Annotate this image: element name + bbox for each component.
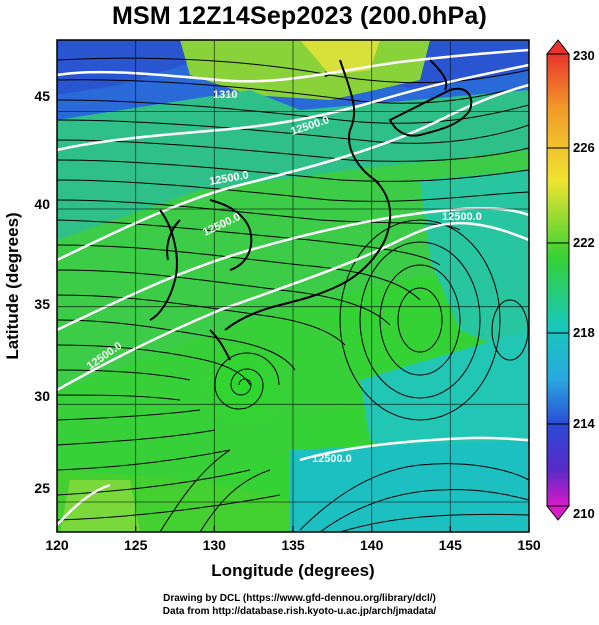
colorbar	[545, 39, 571, 521]
y-tick-label: 35	[34, 296, 50, 312]
chart-title: MSM 12Z14Sep2023 (200.0hPa)	[111, 2, 488, 30]
y-tick-label: 40	[34, 196, 50, 212]
x-tick-label: 130	[203, 537, 227, 553]
colorbar-tick-label: 222	[573, 235, 595, 250]
credits: Drawing by DCL (https://www.gfd-dennou.o…	[0, 592, 599, 618]
x-tick-label: 150	[517, 537, 541, 553]
x-axis-title: Longitude (degrees)	[211, 561, 374, 580]
credits-line-1: Drawing by DCL (https://www.gfd-dennou.o…	[163, 593, 436, 604]
x-tick-label: 135	[281, 537, 305, 553]
y-tick-label: 30	[34, 388, 50, 404]
x-tick-label: 140	[360, 537, 384, 553]
colorbar-tick-label: 230	[573, 48, 595, 63]
contour-lines	[57, 48, 529, 526]
colorbar-tick-label: 226	[573, 140, 595, 155]
contour-label-f: 12500.0	[312, 453, 352, 465]
x-tick-label: 145	[439, 537, 463, 553]
x-tick-label: 120	[45, 537, 69, 553]
credits-line-2: Data from http://database.rish.kyoto-u.a…	[162, 606, 437, 617]
streamlines	[57, 57, 529, 532]
contour-label-top: 1310	[213, 89, 237, 101]
contour-label-d: 12500.0	[442, 211, 482, 223]
x-tick-label: 125	[124, 537, 148, 553]
colorbar-tick-label: 210	[573, 506, 595, 521]
coastlines	[149, 59, 473, 361]
colorbar-tick-label: 218	[573, 325, 595, 340]
x-axis	[56, 526, 530, 532]
colorbar-tick-label: 214	[573, 416, 595, 431]
y-axis-title: Latitude (degrees)	[3, 212, 22, 359]
y-tick-label: 25	[34, 480, 50, 496]
y-tick-label: 45	[34, 88, 50, 104]
grid	[57, 40, 529, 532]
